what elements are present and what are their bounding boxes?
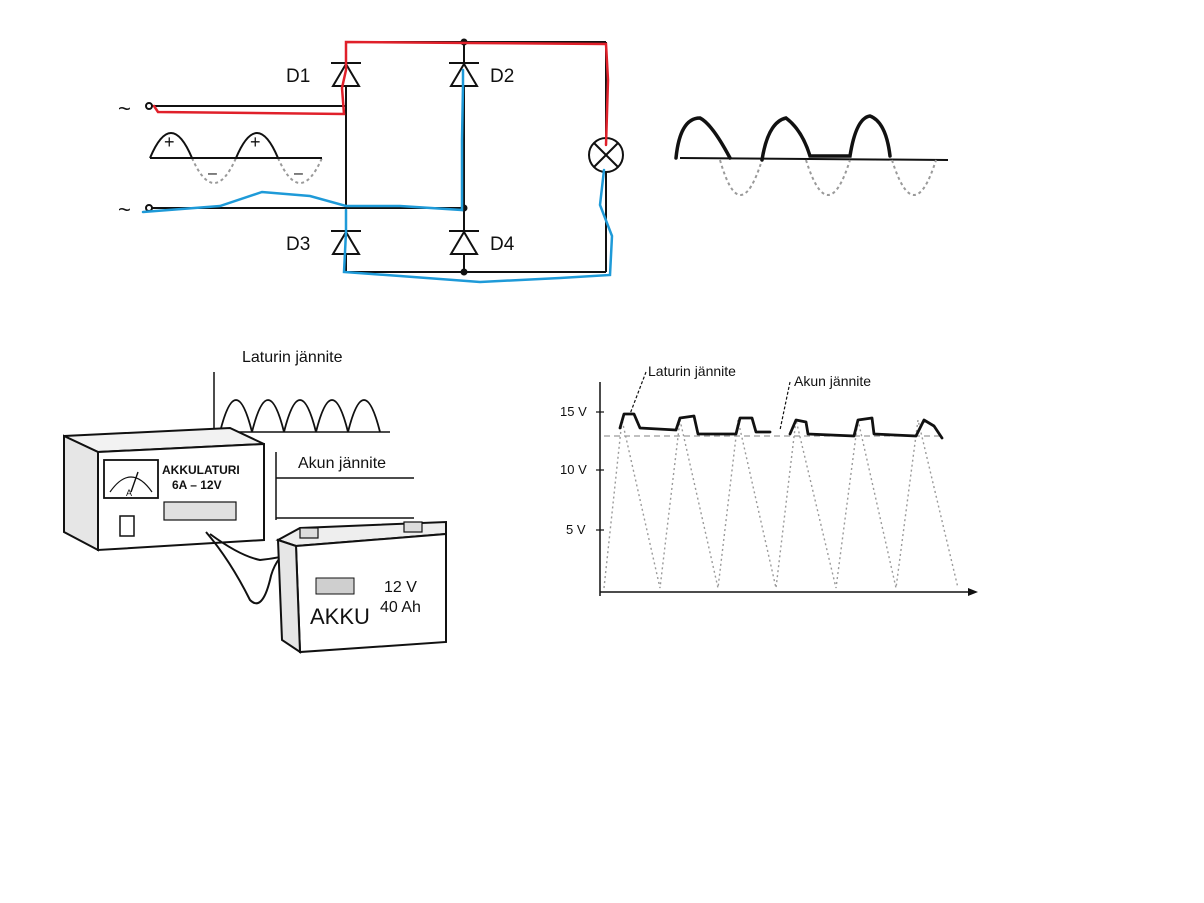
- graph-label-battery: Akun jännite: [794, 373, 871, 389]
- charger-label-line1: AKKULATURI: [162, 463, 240, 477]
- diode-label-d1: D1: [286, 66, 310, 87]
- battery-terminal-pos: [403, 521, 423, 533]
- minus-label-1: –: [208, 165, 217, 182]
- charger-cable-1: [205, 531, 291, 605]
- charger-wave-label: Laturin jännite: [242, 349, 343, 366]
- charger-illustration: Laturin jännite Akun jännite A AKKULATUR…: [63, 349, 447, 654]
- pulse-wave: [219, 399, 381, 433]
- x-axis-arrow: [968, 588, 978, 596]
- pulse-trace: [603, 419, 959, 589]
- diode-label-d4: D4: [490, 234, 515, 255]
- ac-symbol-top: ~: [118, 96, 131, 121]
- meter-letter: A: [126, 488, 132, 498]
- y-tick-10v: 10 V: [560, 462, 587, 477]
- charger-vent: [163, 501, 237, 521]
- y-tick-5v: 5 V: [566, 522, 586, 537]
- sine-positive-1: [149, 132, 193, 159]
- charger-label-line2: 6A – 12V: [172, 478, 222, 492]
- battery-name: AKKU: [310, 604, 370, 629]
- battery-side: [276, 538, 302, 654]
- battery-sticker: [315, 577, 355, 595]
- junction-bottom: [460, 268, 468, 276]
- red-current-path: [152, 40, 610, 147]
- diode-d4: [449, 230, 479, 255]
- charger-side: [63, 434, 99, 552]
- bridge-rectifier: ~ ~ + + – –: [118, 38, 624, 276]
- minus-label-2: –: [294, 165, 303, 182]
- power-switch: [119, 515, 135, 537]
- y-tick-15v: 15 V: [560, 404, 587, 419]
- meter-needle: [130, 471, 139, 493]
- charger-label-pointer: [629, 371, 647, 415]
- voltage-graph: 15 V 10 V 5 V Laturin jännite Akun jänni…: [560, 363, 978, 596]
- battery-capacity: 40 Ah: [380, 599, 421, 616]
- battery-voltage-trace: [618, 412, 944, 440]
- battery-label-pointer: [779, 381, 791, 431]
- blue-current-path: [141, 68, 614, 284]
- ac-symbol-bottom: ~: [118, 197, 131, 222]
- battery-terminal-neg: [299, 527, 319, 539]
- graph-label-charger: Laturin jännite: [648, 363, 736, 379]
- diode-label-d2: D2: [490, 66, 514, 87]
- terminal-top: [145, 102, 153, 110]
- terminal-bottom: [145, 204, 153, 212]
- rectified-output-wave: [674, 114, 949, 196]
- diode-label-d3: D3: [286, 234, 310, 255]
- plus-label-2: +: [250, 132, 261, 152]
- battery-voltage: 12 V: [384, 579, 417, 596]
- battery-voltage-label: Akun jännite: [298, 455, 386, 472]
- plus-label-1: +: [164, 132, 175, 152]
- sine-positive-2: [235, 132, 279, 159]
